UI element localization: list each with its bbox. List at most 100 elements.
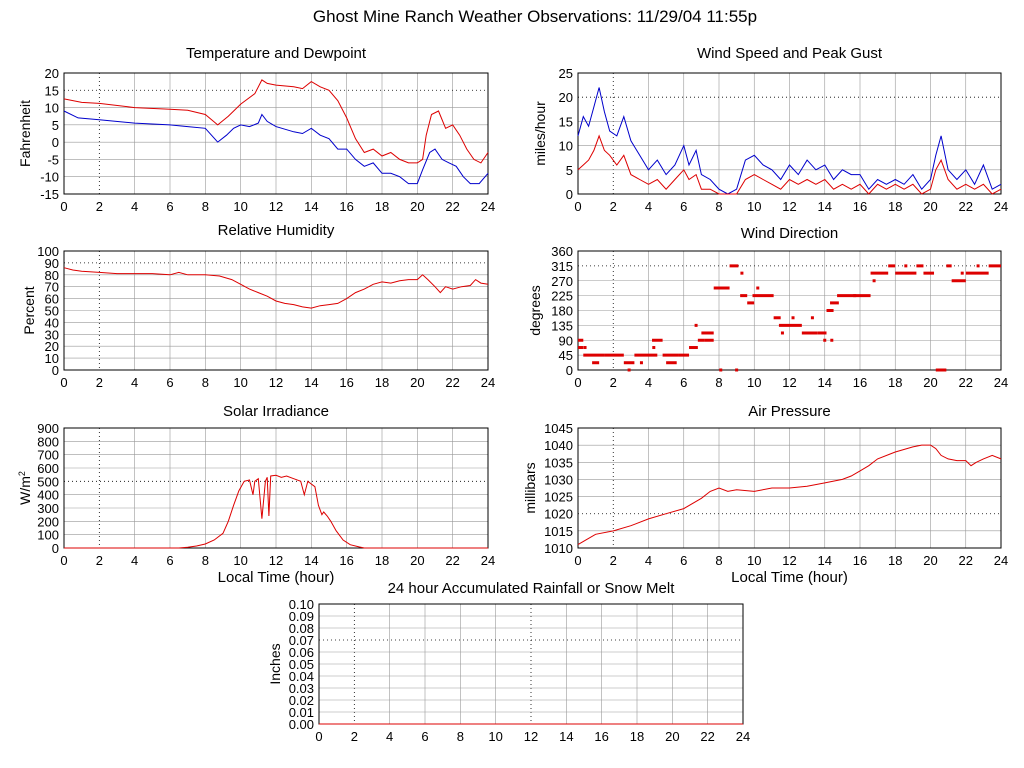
rain-x-tick-label: 0 xyxy=(315,729,322,744)
pres-x-axis-label: Local Time (hour) xyxy=(731,569,848,586)
rh-x-tick-label: 16 xyxy=(339,375,353,390)
wdir-direction-point xyxy=(830,338,834,342)
wdir-x-tick-label: 6 xyxy=(680,375,687,390)
rain-x-tick-label: 14 xyxy=(559,729,573,744)
rain-x-tick-label: 18 xyxy=(630,729,644,744)
rain-y-tick-label: 0.06 xyxy=(289,645,314,660)
wdir-direction-point xyxy=(583,346,587,350)
wdir-x-tick-label: 14 xyxy=(818,375,832,390)
pres-x-tick-label: 10 xyxy=(747,553,761,568)
solar-x-axis-label: Local Time (hour) xyxy=(218,569,335,586)
solar-y-tick-label: 800 xyxy=(37,434,59,449)
rh-x-tick-label: 8 xyxy=(202,375,209,390)
temp-x-tick-label: 24 xyxy=(481,199,495,214)
temp-y-tick-label: 0 xyxy=(52,135,59,150)
rh-x-tick-label: 4 xyxy=(131,375,138,390)
pres-y-tick-label: 1040 xyxy=(544,438,573,453)
rain-y-tick-label: 0.09 xyxy=(289,609,314,624)
temp-x-tick-label: 6 xyxy=(166,199,173,214)
solar-y-tick-label: 700 xyxy=(37,448,59,463)
wdir-direction-point xyxy=(756,286,760,290)
solar-x-tick-label: 18 xyxy=(375,553,389,568)
wind-y-tick-label: 5 xyxy=(566,163,573,178)
wdir-y-tick-label: 90 xyxy=(559,333,573,348)
wdir-direction-point xyxy=(853,294,857,298)
wdir-x-tick-label: 4 xyxy=(645,375,652,390)
wdir-y-tick-label: 225 xyxy=(551,289,573,304)
wdir-x-tick-label: 24 xyxy=(994,375,1008,390)
rain-y-tick-label: 0.07 xyxy=(289,633,314,648)
wdir-x-tick-label: 20 xyxy=(923,375,937,390)
wdir-y-tick-label: 45 xyxy=(559,348,573,363)
rh-y-tick-label: 70 xyxy=(45,280,59,295)
wind-x-tick-label: 0 xyxy=(574,199,581,214)
wdir-x-tick-label: 0 xyxy=(574,375,581,390)
rh-y-tick-label: 100 xyxy=(37,244,59,259)
pres-y-tick-label: 1035 xyxy=(544,455,573,470)
rain-x-tick-label: 4 xyxy=(386,729,393,744)
pres-y-tick-label: 1015 xyxy=(544,524,573,539)
solar-x-tick-label: 4 xyxy=(131,553,138,568)
rain-y-tick-label: 0.05 xyxy=(289,657,314,672)
solar-x-tick-label: 12 xyxy=(269,553,283,568)
rh-x-tick-label: 0 xyxy=(60,375,67,390)
rh-y-tick-label: 30 xyxy=(45,327,59,342)
rh-plot-frame xyxy=(63,250,489,371)
page-title: Ghost Mine Ranch Weather Observations: 1… xyxy=(312,7,758,26)
wdir-x-tick-label: 10 xyxy=(747,375,761,390)
wdir-y-tick-label: 360 xyxy=(551,244,573,259)
wdir-chart-title: Wind Direction xyxy=(741,225,839,242)
pres-plot-frame xyxy=(577,427,1002,549)
temp-y-tick-label: 5 xyxy=(52,118,59,133)
rh-y-tick-label: 0 xyxy=(52,363,59,378)
wdir-direction-point xyxy=(740,271,744,275)
wind-series-line-wind-speed xyxy=(577,134,1002,195)
wdir-direction-point xyxy=(904,264,908,268)
rh-y-tick-label: 90 xyxy=(45,256,59,271)
wdir-direction-point xyxy=(735,368,739,372)
temp-x-tick-label: 12 xyxy=(269,199,283,214)
temp-x-tick-label: 22 xyxy=(445,199,459,214)
wdir-x-tick-label: 12 xyxy=(782,375,796,390)
wdir-y-tick-label: 0 xyxy=(566,363,573,378)
pres-x-tick-label: 24 xyxy=(994,553,1008,568)
wdir-direction-point xyxy=(976,264,980,268)
temp-y-tick-label: 20 xyxy=(45,66,59,81)
rain-x-tick-label: 6 xyxy=(421,729,428,744)
wdir-plot-frame xyxy=(577,250,1002,371)
solar-x-tick-label: 0 xyxy=(60,553,67,568)
pres-x-tick-label: 6 xyxy=(680,553,687,568)
wdir-x-tick-label: 16 xyxy=(853,375,867,390)
wdir-x-tick-label: 18 xyxy=(888,375,902,390)
solar-x-tick-label: 6 xyxy=(166,553,173,568)
rain-x-tick-label: 22 xyxy=(700,729,714,744)
solar-y-tick-label: 300 xyxy=(37,501,59,516)
rh-x-tick-label: 20 xyxy=(410,375,424,390)
temp-plot-frame xyxy=(63,72,489,195)
wdir-direction-point xyxy=(810,316,814,320)
wdir-x-tick-label: 2 xyxy=(610,375,617,390)
temp-x-tick-label: 2 xyxy=(96,199,103,214)
wind-x-tick-label: 10 xyxy=(747,199,761,214)
solar-y-tick-label: 100 xyxy=(37,528,59,543)
wind-plot-frame xyxy=(577,72,1002,195)
solar-x-tick-label: 16 xyxy=(339,553,353,568)
temp-x-tick-label: 14 xyxy=(304,199,318,214)
wind-y-tick-label: 20 xyxy=(559,90,573,105)
temp-y-tick-label: -5 xyxy=(47,152,59,167)
rh-chart-title: Relative Humidity xyxy=(218,222,335,239)
temp-x-tick-label: 4 xyxy=(131,199,138,214)
rain-y-tick-label: 0.02 xyxy=(289,693,314,708)
rh-x-tick-label: 18 xyxy=(375,375,389,390)
rain-y-axis-label: Inches xyxy=(267,643,283,684)
temp-y-axis-label: Fahrenheit xyxy=(17,100,33,167)
pres-x-tick-label: 0 xyxy=(574,553,581,568)
wind-y-tick-label: 10 xyxy=(559,139,573,154)
solar-y-tick-label: 500 xyxy=(37,474,59,489)
wdir-direction-point xyxy=(823,338,827,342)
wdir-y-tick-label: 180 xyxy=(551,304,573,319)
wdir-y-tick-label: 315 xyxy=(551,259,573,274)
rh-y-tick-label: 80 xyxy=(45,268,59,283)
temp-x-tick-label: 20 xyxy=(410,199,424,214)
